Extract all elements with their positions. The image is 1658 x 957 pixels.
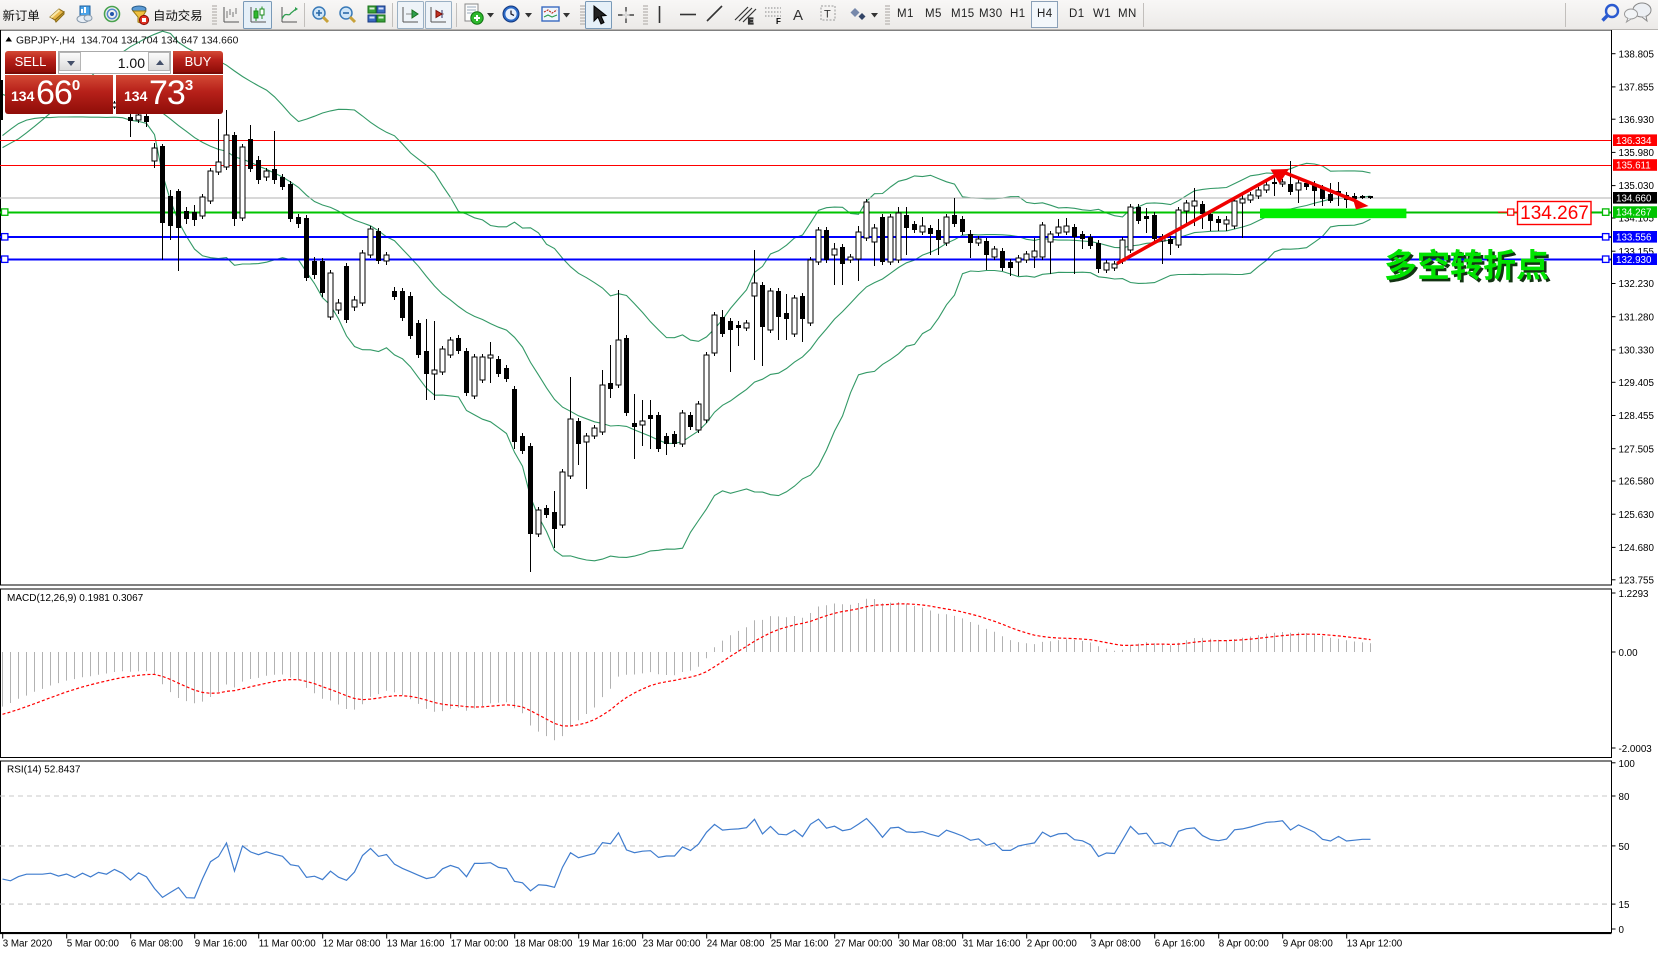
svg-text:25 Mar 16:00: 25 Mar 16:00 bbox=[771, 939, 829, 950]
svg-text:GBPJPY-,H4 134.704 134.704 13: GBPJPY-,H4 134.704 134.704 134.647 134.6… bbox=[16, 36, 239, 47]
svg-text:12 Mar 08:00: 12 Mar 08:00 bbox=[323, 939, 381, 950]
svg-text:136.334: 136.334 bbox=[1616, 136, 1652, 147]
svg-text:80: 80 bbox=[1619, 792, 1630, 803]
svg-text:MACD(12,26,9) 0.1981 0.3067: MACD(12,26,9) 0.1981 0.3067 bbox=[7, 593, 144, 604]
svg-text:A: A bbox=[793, 7, 803, 24]
svg-text:2 Apr 00:00: 2 Apr 00:00 bbox=[1027, 939, 1078, 950]
svg-text:134.267: 134.267 bbox=[1616, 208, 1651, 219]
svg-text:19 Mar 16:00: 19 Mar 16:00 bbox=[579, 939, 637, 950]
svg-text:134.105: 134.105 bbox=[1619, 214, 1655, 225]
svg-text:13 Apr 12:00: 13 Apr 12:00 bbox=[1347, 939, 1403, 950]
svg-text:24 Mar 08:00: 24 Mar 08:00 bbox=[707, 939, 765, 950]
svg-text:0: 0 bbox=[1619, 925, 1625, 936]
svg-text:-2.0003: -2.0003 bbox=[1619, 744, 1653, 755]
svg-text:27 Mar 00:00: 27 Mar 00:00 bbox=[835, 939, 893, 950]
svg-text:8 Apr 00:00: 8 Apr 00:00 bbox=[1219, 939, 1270, 950]
svg-text:123.755: 123.755 bbox=[1619, 575, 1655, 586]
svg-text:11 Mar 00:00: 11 Mar 00:00 bbox=[259, 939, 317, 950]
svg-text:23 Mar 00:00: 23 Mar 00:00 bbox=[643, 939, 701, 950]
svg-text:30 Mar 08:00: 30 Mar 08:00 bbox=[899, 939, 957, 950]
svg-text:132.230: 132.230 bbox=[1619, 279, 1655, 290]
svg-text:135.611: 135.611 bbox=[1616, 161, 1651, 172]
svg-text:124.680: 124.680 bbox=[1619, 543, 1655, 554]
svg-text:133.556: 133.556 bbox=[1616, 232, 1652, 243]
svg-text:9 Apr 08:00: 9 Apr 08:00 bbox=[1283, 939, 1334, 950]
svg-text:31 Mar 16:00: 31 Mar 16:00 bbox=[963, 939, 1021, 950]
svg-text:126.580: 126.580 bbox=[1619, 477, 1655, 488]
svg-text:125.630: 125.630 bbox=[1619, 510, 1655, 521]
svg-text:134.660: 134.660 bbox=[1616, 193, 1652, 204]
svg-text:136.930: 136.930 bbox=[1619, 115, 1655, 126]
svg-text:3 Mar 2020: 3 Mar 2020 bbox=[3, 939, 53, 950]
svg-text:100: 100 bbox=[1619, 759, 1636, 770]
svg-text:15: 15 bbox=[1619, 900, 1630, 911]
svg-text:5 Mar 00:00: 5 Mar 00:00 bbox=[67, 939, 120, 950]
svg-text:6 Apr 16:00: 6 Apr 16:00 bbox=[1155, 939, 1206, 950]
svg-text:133.155: 133.155 bbox=[1619, 247, 1655, 258]
svg-text:135.980: 135.980 bbox=[1619, 148, 1655, 159]
svg-text:138.805: 138.805 bbox=[1619, 49, 1655, 60]
svg-text:E: E bbox=[748, 17, 754, 26]
svg-text:1.2293: 1.2293 bbox=[1619, 589, 1650, 600]
svg-text:134.267: 134.267 bbox=[1520, 203, 1589, 224]
svg-text:131.280: 131.280 bbox=[1619, 312, 1655, 323]
svg-text:RSI(14) 52.8437: RSI(14) 52.8437 bbox=[7, 765, 81, 776]
svg-text:F: F bbox=[776, 17, 781, 26]
svg-text:135.030: 135.030 bbox=[1619, 181, 1655, 192]
svg-text:9 Mar 16:00: 9 Mar 16:00 bbox=[195, 939, 248, 950]
svg-text:17 Mar 00:00: 17 Mar 00:00 bbox=[451, 939, 509, 950]
svg-text:0.00: 0.00 bbox=[1619, 648, 1639, 659]
svg-text:127.505: 127.505 bbox=[1619, 444, 1655, 455]
svg-text:18 Mar 08:00: 18 Mar 08:00 bbox=[515, 939, 573, 950]
svg-text:129.405: 129.405 bbox=[1619, 378, 1655, 389]
svg-text:50: 50 bbox=[1619, 842, 1630, 853]
svg-text:6 Mar 08:00: 6 Mar 08:00 bbox=[131, 939, 184, 950]
svg-text:T: T bbox=[824, 9, 831, 21]
svg-text:3 Apr 08:00: 3 Apr 08:00 bbox=[1091, 939, 1142, 950]
svg-text:13 Mar 16:00: 13 Mar 16:00 bbox=[387, 939, 445, 950]
svg-text:130.330: 130.330 bbox=[1619, 346, 1655, 357]
svg-text:128.455: 128.455 bbox=[1619, 411, 1655, 422]
svg-text:132.930: 132.930 bbox=[1616, 255, 1652, 266]
svg-text:137.855: 137.855 bbox=[1619, 83, 1655, 94]
